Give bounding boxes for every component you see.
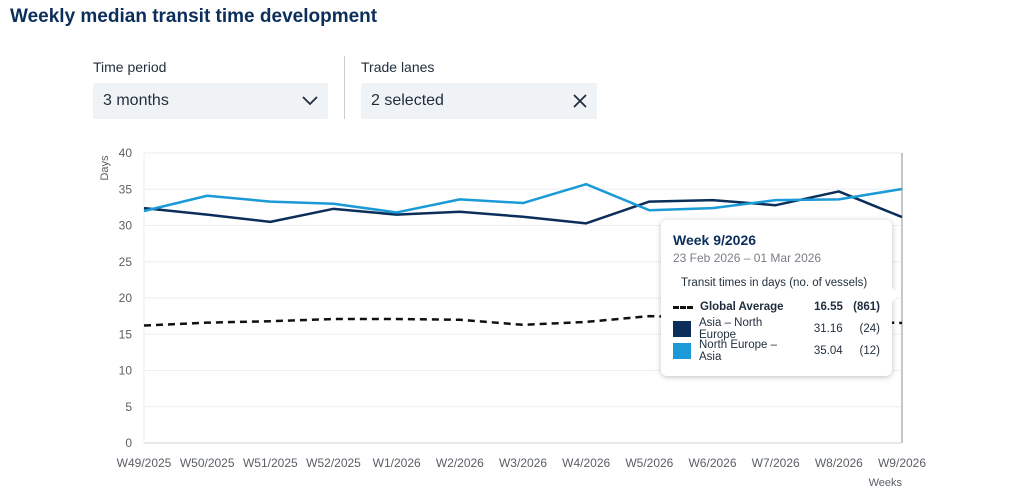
tooltip-row-name: North Europe – Asia bbox=[699, 339, 777, 363]
x-tick-label: W5/2026 bbox=[625, 456, 673, 470]
x-tick-label: W3/2026 bbox=[499, 456, 547, 470]
y-tick-label: 35 bbox=[119, 182, 133, 196]
time-period-value: 3 months bbox=[103, 92, 169, 109]
y-tick-label: 20 bbox=[119, 291, 133, 305]
x-tick-label: W52/2025 bbox=[306, 456, 361, 470]
trade-lanes-select[interactable]: 2 selected bbox=[361, 83, 597, 119]
x-tick-label: W51/2025 bbox=[243, 456, 298, 470]
tooltip-row-name: Asia – North Europe bbox=[699, 317, 763, 341]
tooltip-row-value: 35.04 bbox=[813, 345, 843, 357]
series-line-1[interactable] bbox=[143, 190, 903, 225]
trade-lanes-value: 2 selected bbox=[371, 92, 444, 109]
tooltip-row-value: 31.16 bbox=[813, 323, 843, 335]
tooltip-range: 23 Feb 2026 – 01 Mar 2026 bbox=[673, 251, 822, 265]
x-tick-label: W8/2026 bbox=[815, 456, 863, 470]
y-tick-label: 0 bbox=[125, 436, 132, 450]
x-tick-label: W2/2026 bbox=[436, 456, 484, 470]
y-tick-label: 10 bbox=[119, 364, 133, 378]
tooltip-week: Week 9/2026 bbox=[673, 232, 757, 248]
x-tick-label: W1/2026 bbox=[373, 456, 421, 470]
y-tick-label: 30 bbox=[119, 219, 133, 233]
time-period-select[interactable]: 3 months bbox=[93, 83, 328, 119]
tooltip-row-asia-ne: Asia – North Europe 31.16 (24) bbox=[673, 317, 880, 341]
x-tick-label: W9/2026 bbox=[878, 456, 926, 470]
tooltip-row-ne-asia: North Europe – Asia 35.04 (12) bbox=[673, 339, 880, 363]
filter-divider bbox=[344, 56, 345, 119]
series-line-0[interactable] bbox=[143, 314, 903, 327]
y-tick-label: 40 bbox=[119, 146, 133, 160]
x-tick-label: W4/2026 bbox=[562, 456, 610, 470]
close-icon[interactable] bbox=[573, 94, 587, 108]
x-tick-label: W49/2025 bbox=[117, 456, 172, 470]
tooltip-subtitle: Transit times in days (no. of vessels) bbox=[681, 277, 868, 289]
chart-tooltip: Week 9/2026 23 Feb 2026 – 01 Mar 2026 Tr… bbox=[661, 220, 899, 376]
page-title: Weekly median transit time development bbox=[10, 6, 378, 27]
x-axis-label: Weeks bbox=[869, 477, 903, 489]
y-tick-label: 25 bbox=[119, 255, 133, 269]
tooltip-row-count: (24) bbox=[859, 323, 880, 335]
y-tick-label: 5 bbox=[125, 400, 132, 414]
x-tick-label: W7/2026 bbox=[752, 456, 800, 470]
tooltip-arrow bbox=[892, 288, 899, 302]
time-period-label: Time period bbox=[93, 59, 167, 75]
x-tick-label: W6/2026 bbox=[688, 456, 736, 470]
color-swatch bbox=[673, 343, 691, 359]
tooltip-row-count: (12) bbox=[859, 345, 880, 357]
chevron-down-icon bbox=[302, 96, 318, 106]
series-line-2[interactable] bbox=[143, 182, 903, 214]
trade-lanes-label: Trade lanes bbox=[361, 59, 435, 75]
color-swatch bbox=[673, 321, 691, 337]
x-tick-label: W50/2025 bbox=[180, 456, 235, 470]
tooltip-row-global: Global Average 16.55 (861) bbox=[673, 296, 880, 318]
y-axis-label: Days bbox=[99, 155, 111, 181]
tooltip-row-name: Global Average bbox=[700, 301, 784, 313]
dashed-line-swatch bbox=[673, 305, 693, 309]
tooltip-row-count: (861) bbox=[853, 301, 880, 313]
tooltip-row-value: 16.55 bbox=[814, 301, 843, 313]
y-tick-label: 15 bbox=[119, 327, 133, 341]
